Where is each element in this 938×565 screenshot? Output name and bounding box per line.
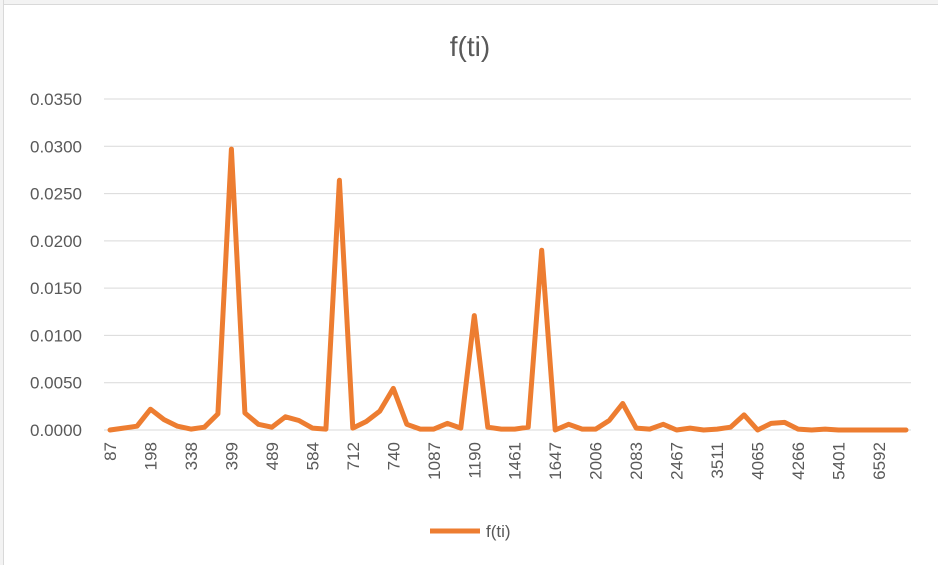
y-axis-ticks: 0.0000 0.0050 0.0100 0.0150 0.0200 0.0250 0.03… [30, 90, 82, 440]
x-tick-label: 2083 [627, 442, 646, 480]
y-tick-label: 0.0000 [30, 421, 82, 440]
series-group [107, 146, 909, 433]
y-tick-label: 0.0350 [30, 90, 82, 109]
x-tick-label: 1190 [465, 442, 484, 479]
y-tick-label: 0.0250 [30, 185, 82, 204]
x-tick-label: 740 [384, 442, 403, 470]
y-tick-label: 0.0050 [30, 374, 82, 393]
x-tick-label: 87 [101, 442, 120, 461]
x-axis-ticks: 87 198 338 399 489 584 712 740 1087 1190 1461 1647 2… [101, 442, 889, 480]
legend: f(ti) [430, 522, 511, 541]
x-tick-label: 4266 [789, 442, 808, 480]
y-tick-label: 0.0150 [30, 279, 82, 298]
y-tick-label: 0.0300 [30, 137, 82, 156]
x-tick-label: 1461 [506, 442, 525, 480]
chart-title: f(ti) [450, 31, 490, 62]
x-tick-label: 2006 [587, 442, 606, 480]
x-tick-label: 1647 [546, 442, 565, 480]
x-tick-label: 489 [263, 442, 282, 470]
window-top-strip [0, 0, 938, 5]
y-tick-label: 0.0200 [30, 232, 82, 251]
x-tick-label: 584 [303, 442, 322, 470]
x-tick-label: 2467 [668, 442, 687, 480]
x-tick-label: 4065 [749, 442, 768, 480]
y-tick-label: 0.0100 [30, 326, 82, 345]
x-tick-label: 3511 [708, 442, 727, 479]
x-tick-label: 6592 [870, 442, 889, 480]
x-tick-label: 5401 [830, 442, 849, 480]
x-tick-label: 338 [182, 442, 201, 470]
legend-label: f(ti) [486, 522, 511, 541]
window-left-strip [0, 0, 4, 565]
series-line-f-ti [107, 146, 909, 433]
x-tick-label: 198 [141, 442, 160, 470]
x-tick-label: 712 [344, 442, 363, 470]
x-tick-label: 1087 [425, 442, 444, 480]
x-tick-label: 399 [222, 442, 241, 470]
